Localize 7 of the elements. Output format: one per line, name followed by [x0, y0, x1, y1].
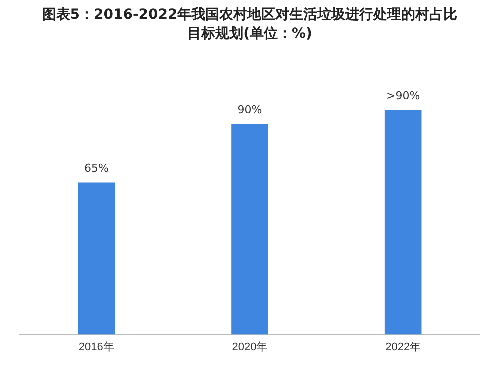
x-tick-label: 2020年	[232, 341, 268, 354]
x-tick-label: 2022年	[386, 341, 422, 354]
data-label: 65%	[84, 162, 109, 176]
x-tick-label: 2016年	[78, 341, 114, 354]
data-label: >90%	[386, 90, 420, 103]
chart-title: 图表5：2016-2022年我国农村地区对生活垃圾进行处理的村占比目标规划(单位：%)	[41, 6, 459, 44]
data-label: 90%	[238, 104, 262, 117]
